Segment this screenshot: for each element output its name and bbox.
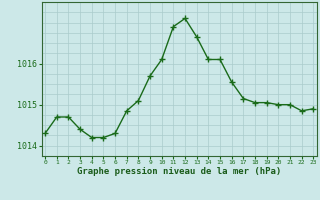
X-axis label: Graphe pression niveau de la mer (hPa): Graphe pression niveau de la mer (hPa) — [77, 167, 281, 176]
